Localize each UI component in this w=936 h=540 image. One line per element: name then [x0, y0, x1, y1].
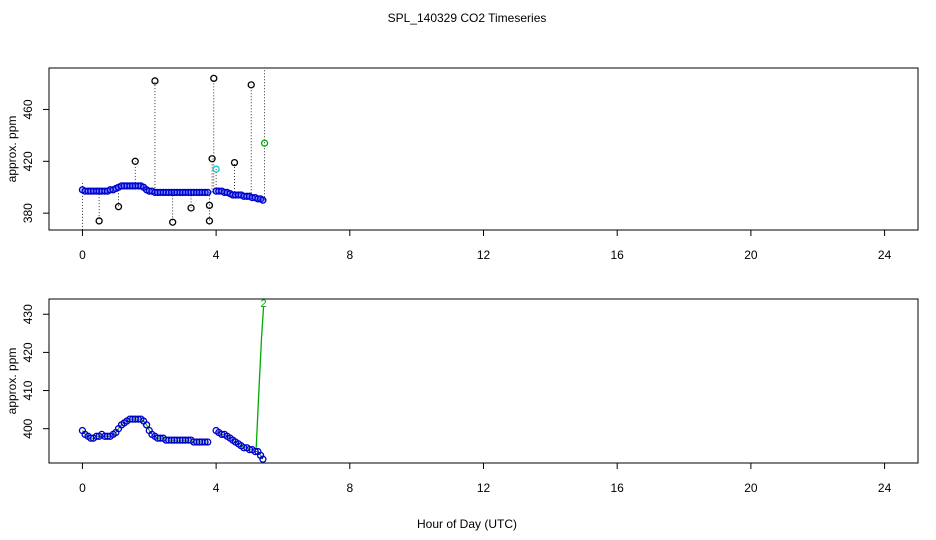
data-point	[212, 165, 220, 173]
x-tick-label: 4	[213, 481, 220, 495]
data-point	[131, 157, 139, 165]
plot-area	[78, 306, 267, 463]
y-tick-label: 410	[21, 380, 35, 400]
y-tick-label: 460	[21, 99, 35, 119]
x-tick-label: 8	[346, 248, 353, 262]
x-tick-label: 16	[611, 248, 625, 262]
data-point	[201, 438, 209, 446]
y-tick-label: 420	[21, 151, 35, 171]
x-tick-label: 0	[79, 481, 86, 495]
data-point	[204, 188, 212, 197]
data-point	[205, 217, 214, 225]
y-axis-label: approx. ppm	[5, 348, 19, 415]
x-tick-label: 20	[744, 248, 758, 262]
chart-title: SPL_140329 CO2 Timeseries	[388, 11, 547, 25]
data-point	[210, 74, 218, 83]
x-tick-label: 0	[79, 248, 86, 262]
x-tick-label: 20	[744, 481, 758, 495]
data-point	[151, 77, 159, 85]
data-point	[260, 139, 269, 147]
plot-frame	[48, 67, 919, 231]
plot-area	[78, 68, 269, 230]
series-line	[215, 430, 264, 460]
data-point	[193, 438, 201, 446]
data-point	[247, 81, 255, 89]
data-point	[168, 436, 176, 444]
data-point	[114, 203, 123, 211]
panel-bottom: 0 4 8 12 16 20 24 400 410 420 430 approx. ppm 2	[5, 298, 919, 495]
data-point	[259, 196, 267, 204]
data-point	[259, 455, 267, 463]
x-tick-label: 16	[611, 481, 625, 495]
y-tick-label: 400	[21, 418, 35, 438]
y-tick-label: 420	[21, 342, 35, 362]
x-axis-label: Hour of Day (UTC)	[417, 517, 517, 531]
data-point	[251, 447, 259, 456]
data-point	[95, 217, 103, 225]
annotation-label: 2	[261, 298, 267, 310]
data-point	[126, 415, 134, 423]
y-axis-label: approx. ppm	[5, 116, 19, 183]
data-point	[169, 218, 177, 226]
data-point	[205, 201, 214, 210]
jump-line	[255, 306, 265, 448]
x-tick-label: 24	[878, 481, 892, 495]
x-tick-label: 8	[346, 481, 353, 495]
y-tick-label: 430	[21, 304, 35, 324]
data-point	[230, 158, 239, 167]
data-point	[208, 155, 216, 163]
data-point	[176, 436, 184, 444]
y-tick-label: 380	[21, 203, 35, 223]
data-point	[101, 432, 109, 440]
data-point	[204, 438, 212, 446]
series-line	[82, 418, 208, 443]
data-point	[187, 204, 195, 212]
data-point	[142, 421, 151, 429]
x-tick-label: 12	[477, 248, 491, 262]
x-tick-label: 24	[878, 248, 892, 262]
x-tick-label: 4	[213, 248, 220, 262]
x-tick-label: 12	[477, 481, 491, 495]
